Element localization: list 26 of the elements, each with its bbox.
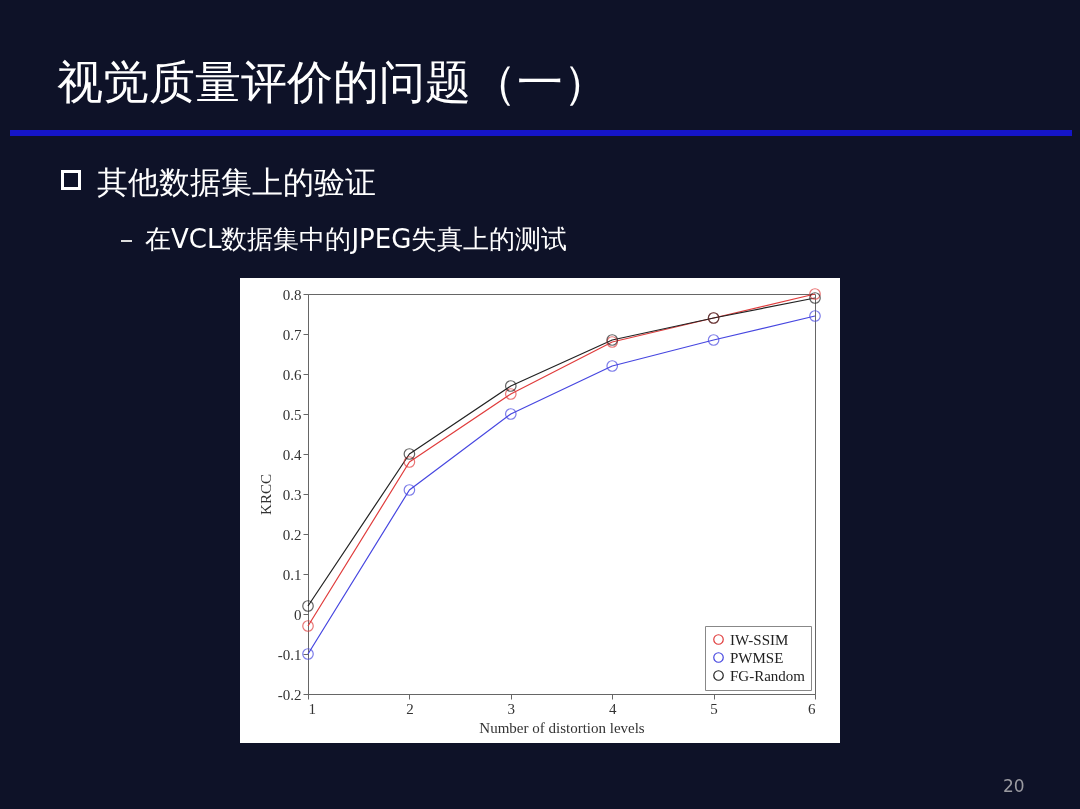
legend-label: PWMSE <box>730 649 784 666</box>
y-tick-label: 0.1 <box>282 566 302 583</box>
y-tick-label: 0.6 <box>282 366 302 383</box>
x-tick-label: 4 <box>608 700 617 717</box>
x-tick-label: 2 <box>406 700 414 717</box>
text: 20 <box>1003 776 1025 796</box>
chart-title: 视觉质量评价的问题（一） <box>57 54 609 111</box>
y-tick-label: 0 <box>294 606 302 623</box>
y-tick-label: -0.2 <box>277 686 302 703</box>
y-tick-label: 0.3 <box>282 486 302 503</box>
y-tick-label: 0.2 <box>282 526 302 543</box>
y-tick-label: 0.5 <box>282 406 302 423</box>
x-tick-label: 3 <box>507 700 516 717</box>
legend-label: FG-Random <box>730 667 806 684</box>
y-axis-title: KRCC <box>257 474 274 515</box>
x-axis-title: Number of distortion levels <box>479 719 645 736</box>
x-tick-label: 5 <box>710 700 718 717</box>
text: 在VCL数据集中的JPEG失真上的测试 <box>145 223 568 256</box>
chart-subtitle: 其他数据集上的验证 <box>97 163 376 202</box>
y-tick-label: 0.7 <box>282 326 302 343</box>
y-tick-label: 0.4 <box>282 446 302 463</box>
x-tick-label: 6 <box>808 700 816 717</box>
y-tick-label: 0.8 <box>282 286 302 303</box>
legend-label: IW-SSIM <box>730 631 789 648</box>
y-tick-label: -0.1 <box>277 646 302 663</box>
x-tick-label: 1 <box>308 700 316 717</box>
